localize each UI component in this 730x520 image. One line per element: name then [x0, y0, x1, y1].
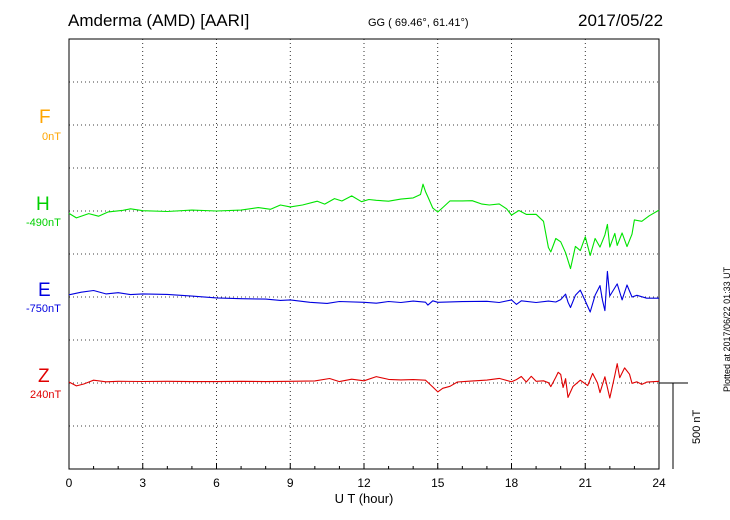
series-label-z: Z [38, 366, 50, 387]
grid-lines [69, 39, 659, 469]
series-label-h: H [36, 194, 50, 215]
x-tick-label: 21 [579, 476, 593, 490]
x-tick-label: 12 [357, 476, 371, 490]
series-line-e [68, 270, 659, 313]
x-axis-ticks: 0 3 6 9 12 15 18 21 24 [66, 463, 666, 490]
series-layer [68, 183, 660, 399]
x-tick-label: 15 [431, 476, 445, 490]
series-label-e: E [38, 280, 51, 301]
x-tick-label: 18 [505, 476, 519, 490]
series-baseline-z: 240nT [30, 389, 62, 401]
plotted-timestamp: Plotted at 2017/06/22 01:33 UT [722, 266, 730, 392]
station-coordinates: GG ( 69.46°, 61.41°) [368, 17, 469, 29]
series-baseline-f: 0nT [42, 131, 61, 143]
scale-bar [659, 382, 688, 469]
station-title: Amderma (AMD) [AARI] [68, 11, 250, 30]
series-baseline-e: -750nT [26, 303, 61, 315]
series-baseline-h: -490nT [26, 217, 61, 229]
x-tick-label: 6 [213, 476, 220, 490]
plot-date: 2017/05/22 [578, 11, 664, 30]
series-line-h [68, 183, 660, 270]
scale-label: 500 nT [691, 409, 703, 444]
x-tick-label: 3 [139, 476, 146, 490]
series-label-f: F [39, 107, 51, 128]
x-axis-label: U T (hour) [335, 491, 394, 506]
series-line-z [68, 363, 660, 399]
x-tick-label: 0 [66, 476, 73, 490]
x-tick-label: 9 [287, 476, 294, 490]
x-tick-label: 24 [652, 476, 666, 490]
